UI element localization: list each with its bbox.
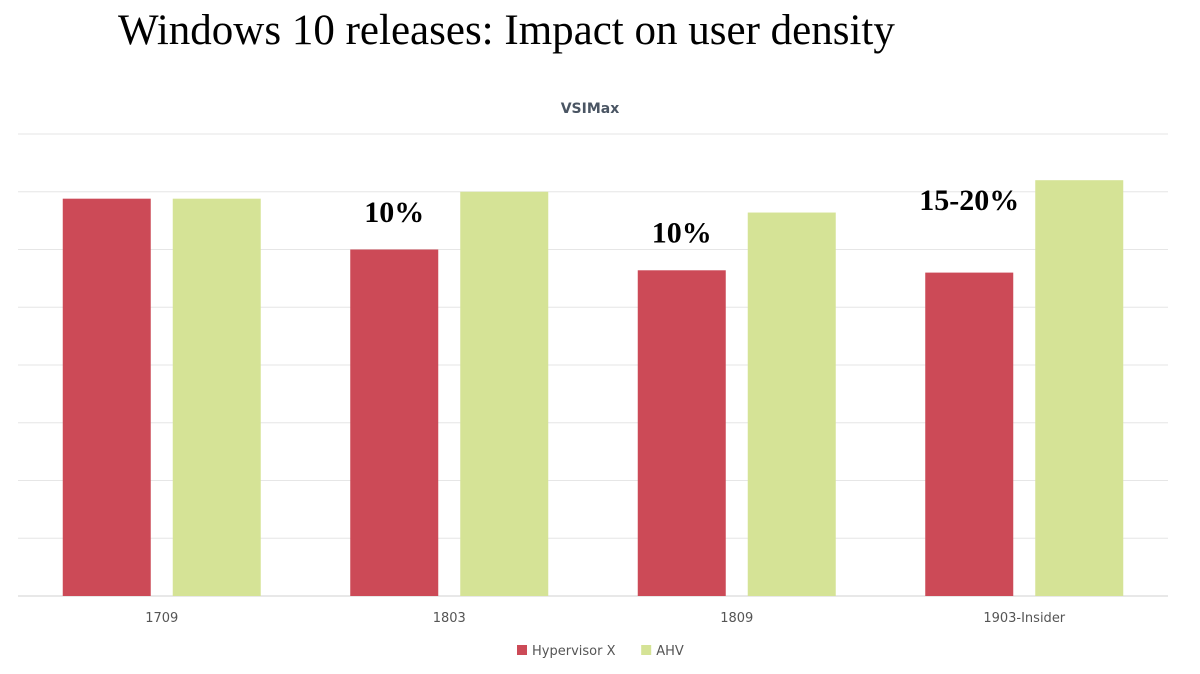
legend-swatch-ahv — [641, 645, 652, 655]
annotations: 10% 10% 15-20% — [364, 184, 1019, 249]
bar-hypervisor-x-1903-insider — [925, 272, 1014, 596]
slide-title: Windows 10 releases: Impact on user dens… — [118, 7, 895, 54]
annotation-label: 15-20% — [919, 184, 1019, 217]
x-axis-ticks: 1709 1803 1809 1903-Insider — [145, 611, 1066, 626]
legend: Hypervisor X AHV — [517, 644, 684, 659]
x-tick-label: 1803 — [433, 611, 466, 626]
bar-hypervisor-x-1809 — [637, 270, 726, 596]
bar-ahv-1903-insider — [1035, 180, 1124, 596]
bar-ahv-1709 — [172, 198, 261, 596]
annotation-label: 10% — [652, 217, 712, 250]
x-tick-label: 1709 — [145, 611, 178, 626]
bar-hypervisor-x-1803 — [350, 249, 439, 596]
bars — [62, 180, 1124, 597]
legend-swatch-hypervisor-x — [517, 645, 527, 655]
x-tick-label: 1903-Insider — [983, 611, 1065, 626]
legend-label: Hypervisor X — [532, 644, 616, 659]
bar-ahv-1803 — [460, 191, 549, 596]
bar-hypervisor-x-1709 — [62, 198, 151, 596]
x-tick-label: 1809 — [720, 611, 753, 626]
legend-label: AHV — [656, 644, 684, 659]
chart-title: VSIMax — [561, 101, 620, 117]
bar-ahv-1809 — [747, 212, 836, 597]
annotation-label: 10% — [364, 196, 424, 229]
